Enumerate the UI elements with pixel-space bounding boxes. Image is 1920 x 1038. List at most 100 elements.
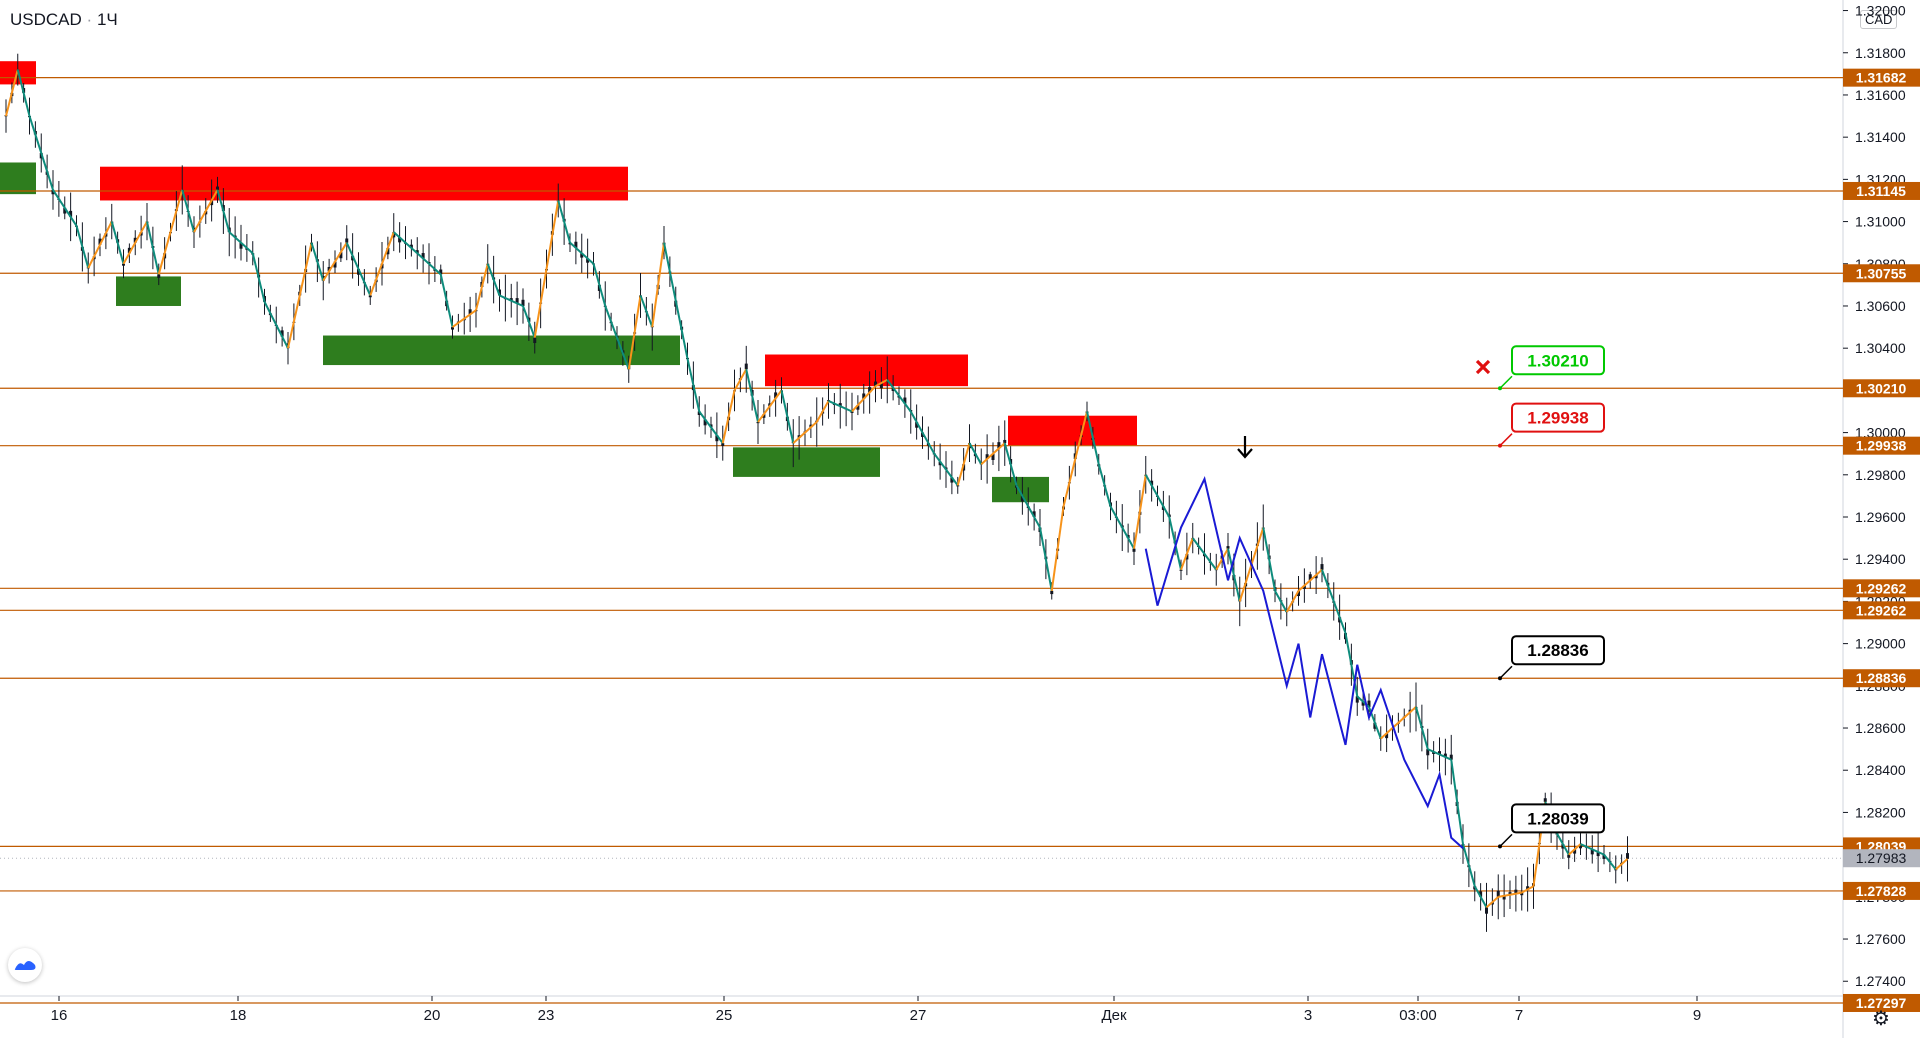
zigzag-segment — [733, 368, 748, 391]
price-tick-label: 1.30400 — [1855, 340, 1906, 356]
candle-body — [574, 241, 578, 248]
candle-body — [1032, 511, 1036, 517]
support-zone-8 — [992, 476, 1049, 503]
level-price-label: 1.31682 — [1856, 70, 1907, 86]
candle-body — [409, 244, 413, 248]
candle-body — [1496, 890, 1500, 897]
candle-body — [1602, 854, 1606, 859]
price-tick-label: 1.28400 — [1855, 762, 1906, 778]
candle-body — [1367, 700, 1371, 707]
time-tick-label: 20 — [424, 1007, 441, 1024]
candle-body — [1297, 590, 1300, 597]
candle-body — [991, 453, 995, 460]
candle-body — [63, 207, 67, 214]
symbol-legend[interactable]: USDCAD · 1Ч — [10, 10, 118, 30]
currency-label: CAD — [1860, 10, 1898, 29]
candle-body — [1479, 891, 1483, 897]
zigzag-segment — [1297, 569, 1323, 592]
price-tick-label: 1.29400 — [1855, 551, 1906, 567]
zigzag-segment — [1168, 516, 1182, 570]
candle-body — [1426, 749, 1430, 756]
candle-body — [339, 252, 343, 259]
candle-body — [903, 397, 907, 404]
candle-body — [938, 461, 942, 466]
candle-body — [1561, 844, 1565, 849]
zigzag-segment — [1321, 569, 1335, 602]
time-tick-label: 18 — [230, 1007, 247, 1024]
candle-body — [415, 250, 419, 254]
price-tick-label: 1.31800 — [1855, 45, 1906, 61]
candle-body — [721, 443, 725, 446]
zigzag-segment — [122, 221, 148, 265]
zigzag-segment — [780, 390, 795, 444]
time-tick-label: 9 — [1693, 1007, 1701, 1024]
zigzag-segment — [1191, 537, 1218, 571]
level-price-label: 1.30755 — [1856, 265, 1907, 281]
zigzag-segment — [1344, 632, 1359, 697]
candle-body — [756, 422, 760, 424]
level-price-tag — [1843, 264, 1920, 283]
candle-body — [1438, 751, 1441, 755]
candle-body — [868, 387, 872, 393]
symbol-name: USDCAD — [10, 10, 82, 29]
zigzag-segment — [110, 221, 125, 265]
zigzag-segment — [980, 442, 1006, 465]
zigzag-segment — [1485, 896, 1499, 909]
zigzag-segment — [875, 378, 888, 388]
candle-body — [1614, 869, 1618, 871]
candle-body — [838, 403, 842, 407]
candle-body — [1526, 886, 1530, 890]
callout-label-3: 1.28039 — [1527, 809, 1588, 828]
time-tick-label: 7 — [1515, 1007, 1523, 1024]
zigzag-segment — [1062, 411, 1088, 507]
candle-body — [1385, 733, 1389, 739]
resistance-zone-5 — [765, 354, 968, 387]
candle-body — [950, 477, 954, 483]
tradingview-logo-icon[interactable] — [8, 948, 42, 982]
zigzag-segment — [956, 442, 971, 486]
time-tick-label: Дек — [1101, 1007, 1127, 1024]
zigzag-segment — [1556, 833, 1570, 856]
candle-body — [762, 414, 766, 418]
candle-body — [386, 247, 390, 255]
candle-body — [357, 269, 360, 275]
candle-body — [157, 274, 161, 278]
level-price-label: 1.28836 — [1856, 670, 1907, 686]
zigzag-segment — [416, 252, 442, 276]
level-price-label: 1.29262 — [1856, 580, 1907, 596]
candle-body — [1508, 892, 1512, 895]
zigzag-segment — [1086, 411, 1100, 465]
time-tick-label: 25 — [716, 1007, 733, 1024]
candle-body — [703, 419, 707, 426]
candle-body — [210, 200, 214, 206]
candle-body — [850, 411, 854, 413]
last-price-tag — [1843, 849, 1920, 868]
candle-body — [1003, 439, 1007, 444]
candle-body — [1573, 849, 1577, 854]
zigzag-segment — [1580, 843, 1605, 856]
zigzag-segment — [251, 252, 266, 302]
candle-body — [1050, 590, 1054, 595]
zigzag-segment — [1521, 885, 1534, 894]
gear-icon[interactable]: ⚙ — [1872, 1008, 1890, 1030]
candle-body — [51, 189, 55, 195]
level-price-label: 1.27828 — [1856, 883, 1907, 899]
candle-body — [1373, 722, 1377, 729]
zigzag-segment — [322, 242, 348, 282]
zigzag-segment — [651, 242, 665, 328]
support-zone-4 — [323, 335, 680, 366]
candle-body — [1502, 895, 1506, 900]
candle-body — [1308, 574, 1312, 581]
zigzag-segment — [792, 421, 818, 444]
level-price-tag — [1843, 881, 1920, 900]
resistance-zone-7 — [1008, 415, 1137, 446]
candle-body — [239, 242, 243, 249]
zigzag-segment — [569, 241, 595, 265]
price-tick-label: 1.30600 — [1855, 298, 1906, 314]
zigzag-segment — [1109, 505, 1135, 550]
candle-body — [997, 442, 1001, 449]
candle-body — [1355, 696, 1359, 703]
zigzag-segment — [263, 301, 289, 349]
close-icon — [1475, 359, 1491, 375]
